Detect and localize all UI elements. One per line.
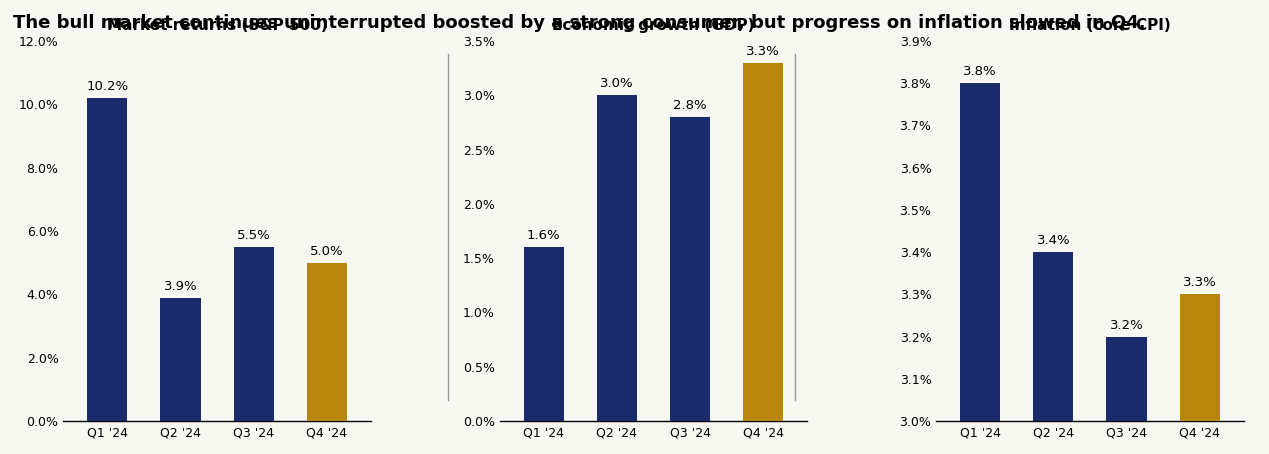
Bar — [1107, 336, 1147, 454]
Bar — [1180, 294, 1220, 454]
Bar — [88, 98, 127, 421]
Text: 5.5%: 5.5% — [237, 229, 270, 242]
Text: The bull market continues uninterrupted boosted by a strong consumer, but progre: The bull market continues uninterrupted … — [13, 14, 1146, 32]
Text: 3.3%: 3.3% — [746, 44, 780, 58]
Text: 5.0%: 5.0% — [310, 245, 344, 258]
Bar — [670, 117, 711, 421]
Bar — [307, 263, 346, 421]
Text: 3.9%: 3.9% — [164, 280, 198, 293]
Text: 1.6%: 1.6% — [527, 229, 561, 242]
Bar — [160, 297, 201, 421]
Bar — [233, 247, 274, 421]
Title: Inflation (core CPI): Inflation (core CPI) — [1009, 18, 1171, 33]
Bar — [961, 83, 1000, 454]
Title: Market returns (S&P 500): Market returns (S&P 500) — [107, 18, 327, 33]
Text: 3.4%: 3.4% — [1037, 234, 1070, 247]
Bar — [524, 247, 563, 421]
Text: 10.2%: 10.2% — [86, 80, 128, 93]
Bar — [744, 63, 783, 421]
Title: Economic growth (GDP): Economic growth (GDP) — [552, 18, 755, 33]
Text: 3.8%: 3.8% — [963, 65, 997, 78]
Text: 3.2%: 3.2% — [1109, 319, 1143, 332]
Text: 2.8%: 2.8% — [674, 99, 707, 112]
Text: 3.3%: 3.3% — [1183, 276, 1217, 290]
Bar — [596, 95, 637, 421]
Bar — [1033, 252, 1074, 454]
Text: 3.0%: 3.0% — [600, 77, 633, 90]
